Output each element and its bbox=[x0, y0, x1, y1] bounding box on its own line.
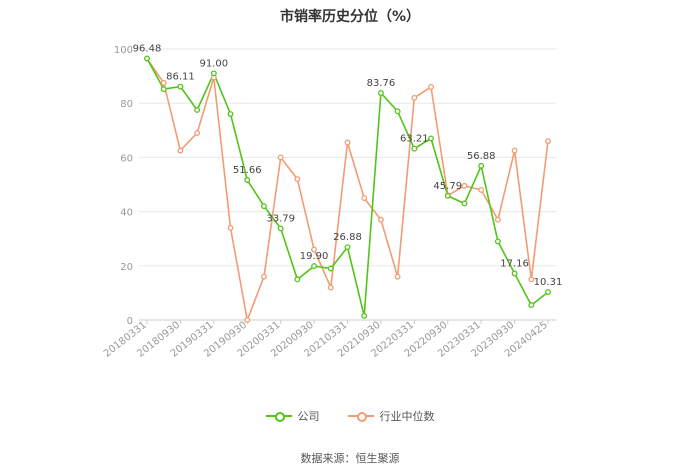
series-point-1 bbox=[227, 224, 234, 231]
series-point-0 bbox=[294, 276, 301, 283]
data-label: 26.88 bbox=[333, 232, 362, 243]
series-point-0 bbox=[411, 145, 418, 152]
y-tick-label: 80 bbox=[120, 99, 133, 110]
chart-title: 市销率历史分位（%） bbox=[279, 9, 421, 25]
series-point-0 bbox=[327, 265, 334, 272]
series-point-1 bbox=[277, 154, 284, 161]
series-point-0 bbox=[144, 55, 150, 62]
series-point-0 bbox=[511, 270, 518, 277]
series-point-0 bbox=[428, 135, 434, 142]
series-point-0 bbox=[277, 225, 284, 232]
series-point-1 bbox=[377, 216, 384, 223]
series-point-0 bbox=[244, 177, 251, 183]
y-axis-ticks: 0 20 40 60 80 100 bbox=[114, 45, 133, 327]
legend-item-industry-median[interactable]: 行业中位数 bbox=[347, 408, 435, 424]
data-label: 63.21 bbox=[400, 134, 429, 145]
series-point-1 bbox=[261, 273, 267, 280]
data-label: 96.48 bbox=[133, 44, 162, 55]
series-line-1 bbox=[146, 58, 549, 323]
y-tick-label: 100 bbox=[114, 45, 133, 56]
series-point-1 bbox=[160, 79, 167, 86]
series-point-1 bbox=[528, 276, 535, 283]
series-point-1 bbox=[194, 130, 201, 136]
series-point-0 bbox=[227, 111, 234, 117]
legend: 公司 行业中位数 bbox=[0, 408, 700, 424]
series-point-1 bbox=[344, 139, 351, 146]
series-point-1 bbox=[177, 147, 184, 154]
data-label: 91.00 bbox=[200, 58, 229, 69]
series-point-1 bbox=[494, 216, 501, 223]
series-point-0 bbox=[494, 238, 501, 245]
series-point-0 bbox=[461, 200, 468, 207]
series-point-0 bbox=[377, 90, 384, 96]
data-label: 19.90 bbox=[300, 251, 329, 262]
series-point-0 bbox=[311, 263, 318, 270]
series-point-0 bbox=[194, 107, 201, 113]
y-tick-label: 40 bbox=[120, 208, 133, 219]
series-point-0 bbox=[177, 83, 184, 90]
legend-label-company: 公司 bbox=[297, 410, 320, 423]
data-label: 33.79 bbox=[266, 213, 295, 224]
series-point-1 bbox=[428, 83, 434, 90]
series-point-0 bbox=[478, 162, 485, 169]
series-point-0 bbox=[394, 108, 401, 115]
series-points bbox=[144, 55, 551, 323]
legend-swatch-industry-median bbox=[347, 410, 374, 422]
x-axis: 2018033120180930201903312019093020200331… bbox=[102, 319, 556, 360]
series-point-1 bbox=[394, 273, 401, 280]
legend-swatch-company bbox=[265, 410, 292, 422]
series-point-1 bbox=[478, 186, 485, 193]
legend-item-company[interactable]: 公司 bbox=[265, 408, 320, 424]
series-point-1 bbox=[311, 246, 318, 253]
series-point-0 bbox=[261, 203, 267, 210]
series-point-0 bbox=[160, 86, 167, 93]
data-source: 数据来源：恒生聚源 bbox=[300, 452, 400, 465]
legend-label-industry-median: 行业中位数 bbox=[379, 410, 435, 423]
series-point-1 bbox=[511, 147, 518, 154]
data-labels: 96.48 86.11 91.00 51.66 33.79 19.90 26.88 83.76… bbox=[133, 44, 563, 289]
grid-lines bbox=[139, 48, 556, 321]
data-label: 83.76 bbox=[367, 78, 396, 89]
y-tick-label: 20 bbox=[120, 262, 133, 273]
series-point-0 bbox=[361, 312, 368, 319]
data-label: 45.79 bbox=[433, 181, 462, 192]
series-point-1 bbox=[244, 317, 251, 323]
series-point-1 bbox=[327, 284, 334, 291]
series-point-0 bbox=[344, 244, 351, 251]
data-label: 17.16 bbox=[500, 258, 529, 269]
y-tick-label: 60 bbox=[120, 153, 133, 164]
data-label: 10.31 bbox=[534, 277, 563, 288]
y-tick-label: 0 bbox=[127, 316, 133, 327]
series-lines bbox=[146, 58, 549, 323]
series-point-1 bbox=[545, 138, 551, 145]
series-point-0 bbox=[210, 70, 217, 77]
data-label: 51.66 bbox=[233, 165, 262, 176]
series-point-1 bbox=[461, 182, 468, 189]
series-point-1 bbox=[411, 94, 418, 101]
series-point-1 bbox=[361, 195, 368, 201]
data-label: 56.88 bbox=[467, 151, 496, 162]
series-point-0 bbox=[545, 289, 551, 296]
series-point-0 bbox=[444, 192, 451, 199]
series-point-1 bbox=[294, 176, 301, 183]
series-point-0 bbox=[528, 302, 535, 309]
data-label: 86.11 bbox=[166, 72, 195, 83]
